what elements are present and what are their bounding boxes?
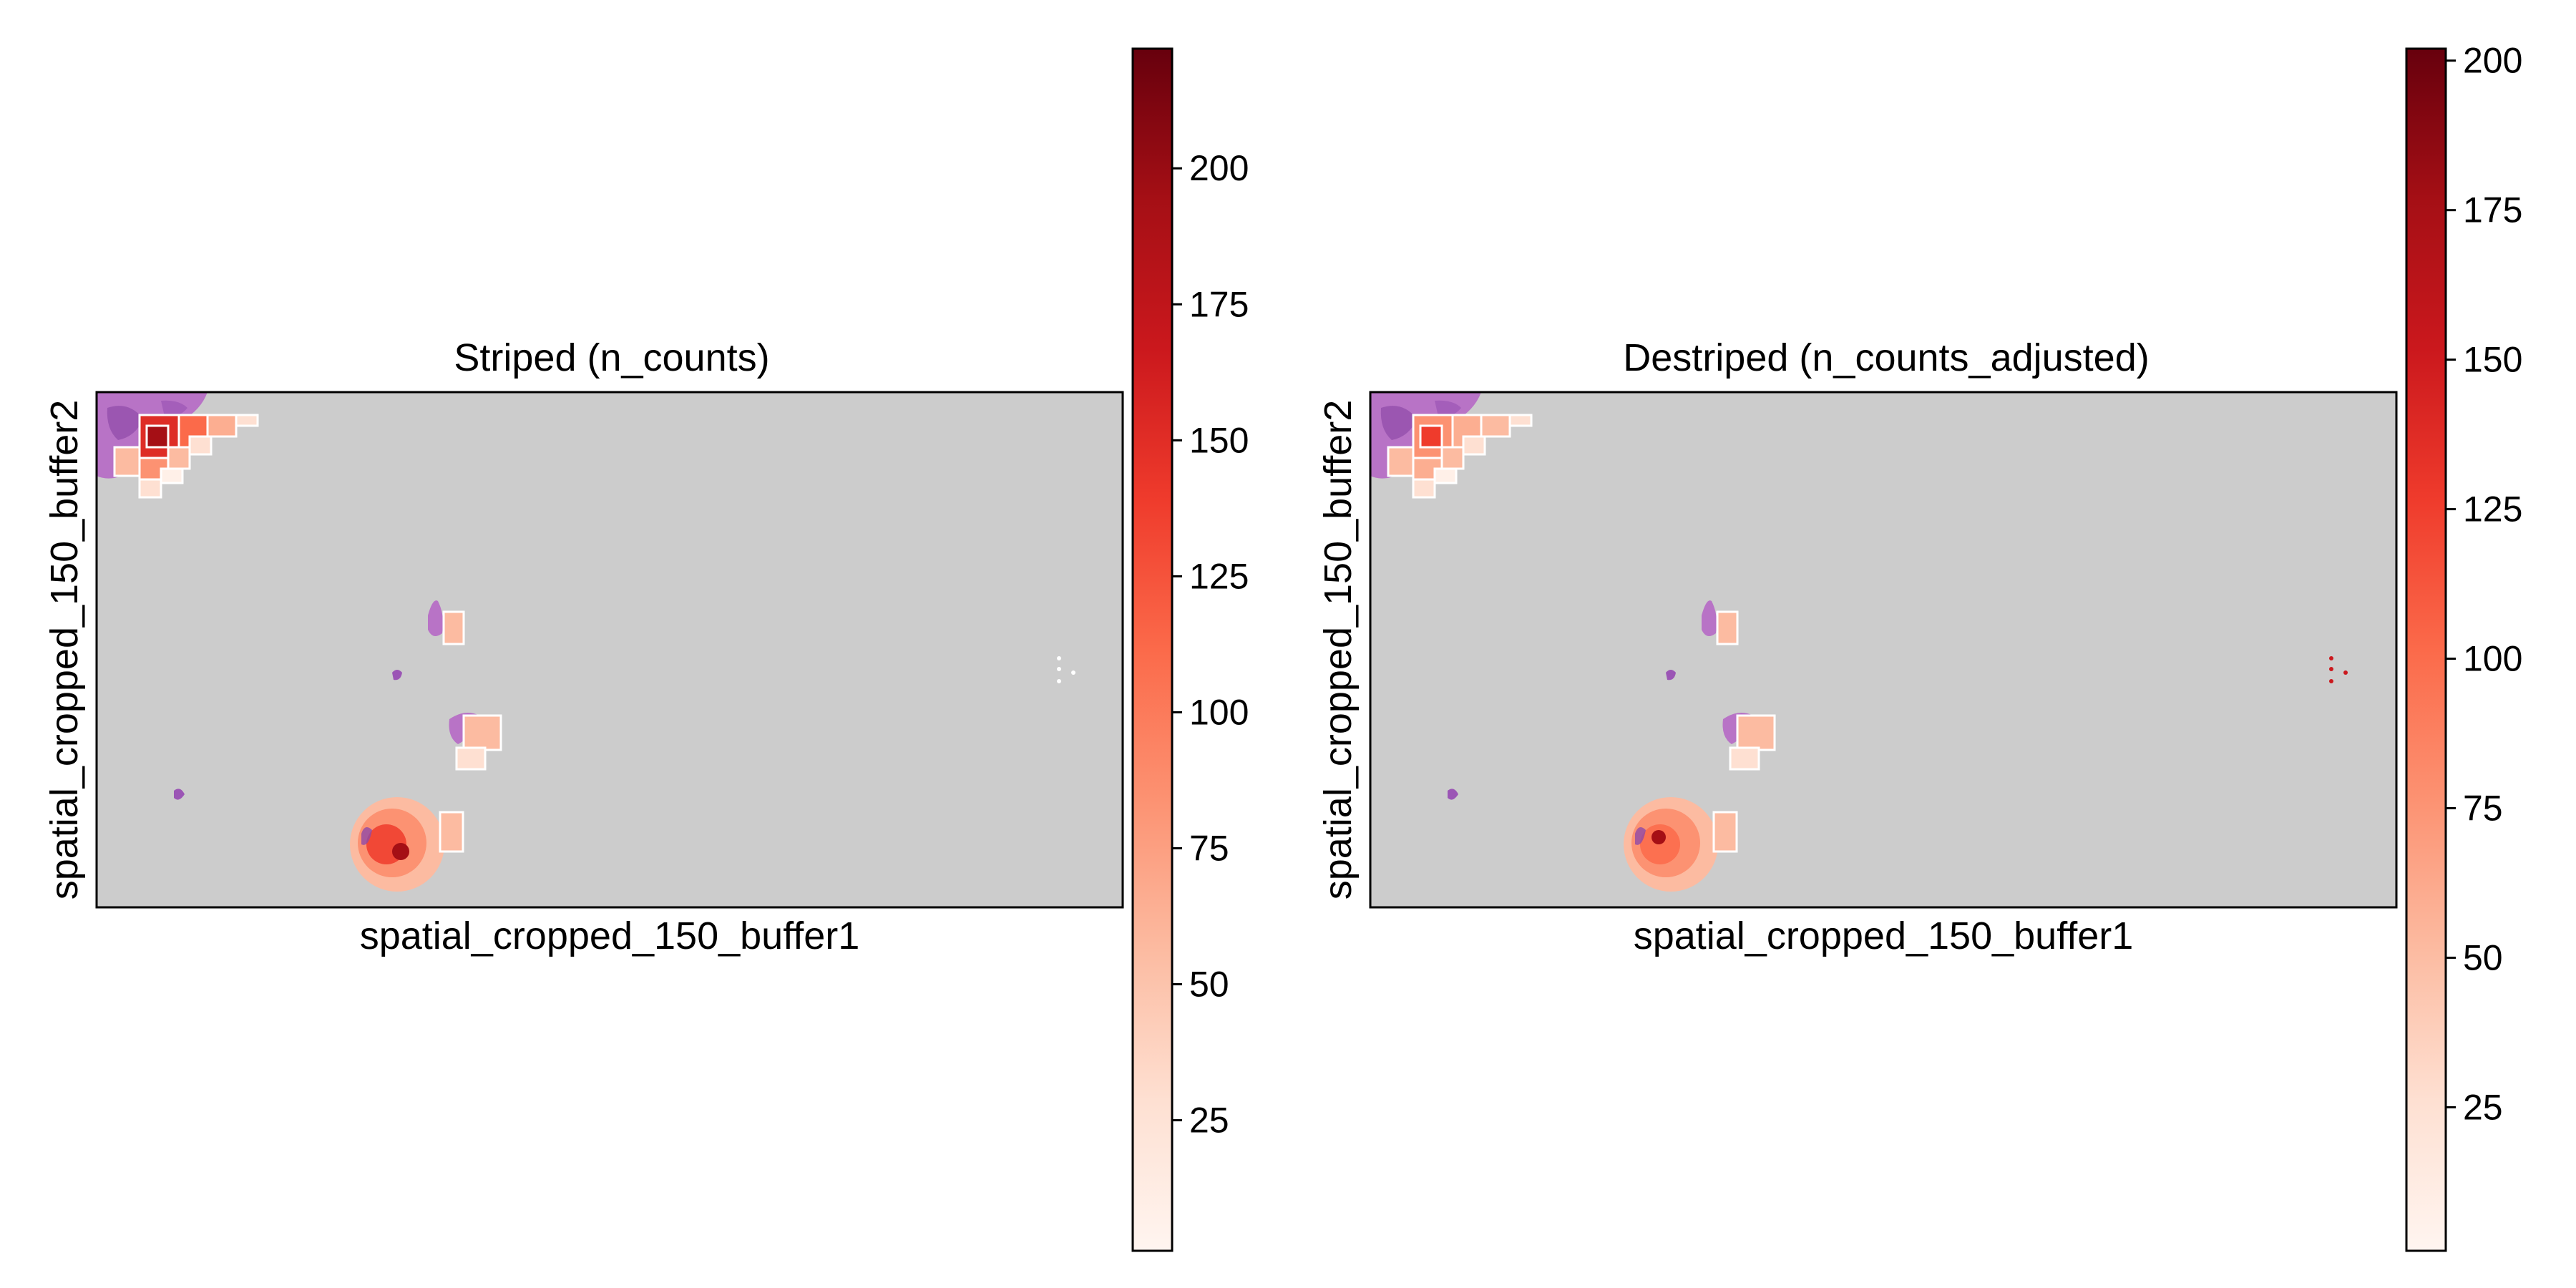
chart-title: Destriped (n_counts_adjusted) (1623, 336, 2149, 379)
colorbar-tick-label: 50 (1189, 965, 1229, 1005)
colorbar-gradient (1131, 47, 1174, 1252)
panel-destriped: Destriped (n_counts_adjusted) (1317, 41, 2522, 1252)
x-axis-label: spatial_cropped_150_buffer1 (1634, 914, 2134, 957)
colorbar-tick-label: 150 (1189, 420, 1249, 460)
colorbar-tick-label: 75 (1189, 828, 1229, 868)
plot-frame (1369, 391, 2398, 909)
spot-cluster-top-left (113, 414, 259, 499)
colorbar-tick-label: 175 (1189, 284, 1249, 324)
x-axis-label: spatial_cropped_150_buffer1 (360, 914, 860, 957)
tissue-background (1370, 392, 2396, 907)
colorbar-tick-label: 150 (2463, 340, 2522, 380)
spot-cluster-right (1057, 656, 1075, 683)
spot-cluster-right (2329, 656, 2348, 683)
colorbar-ticks: 25 50 75 100 125 150 175 200 (1172, 148, 1249, 1141)
colorbar-gradient (2405, 47, 2447, 1252)
spot-cluster-bottom (350, 797, 464, 892)
colorbar-tick-label: 25 (1189, 1101, 1229, 1141)
colorbar-tick-label: 200 (2463, 41, 2522, 81)
y-axis-label: spatial_cropped_150_buffer2 (43, 400, 86, 900)
plot-area (95, 391, 1124, 909)
spot-cluster-middle (174, 600, 502, 800)
colorbar-tick-label: 50 (2463, 937, 2503, 977)
colorbar-tick-label: 25 (2463, 1087, 2503, 1127)
colorbar-tick-label: 100 (1189, 692, 1249, 732)
colorbar-tick-label: 75 (2463, 788, 2503, 828)
colorbar: 25 50 75 100 125 150 175 200 (1131, 47, 1249, 1252)
spot-cluster-bottom (1624, 797, 1738, 892)
colorbar-tick-label: 175 (2463, 190, 2522, 230)
spot-cluster-top-left (1387, 414, 1533, 499)
colorbar-tick-label: 125 (2463, 489, 2522, 530)
colorbar: 25 50 75 100 125 150 175 200 (2405, 41, 2522, 1252)
plot-frame (95, 391, 1124, 909)
colorbar-ticks: 25 50 75 100 125 150 175 200 (2446, 41, 2522, 1127)
colorbar-tick-label: 100 (2463, 639, 2522, 679)
tissue-background (97, 392, 1123, 907)
colorbar-tick-label: 125 (1189, 556, 1249, 596)
spot-cluster-middle (1448, 600, 1776, 800)
plot-area (1369, 391, 2398, 909)
y-axis-label: spatial_cropped_150_buffer2 (1317, 400, 1360, 900)
chart-title: Striped (n_counts) (454, 336, 769, 379)
panel-striped: Striped (n_counts) (43, 47, 1249, 1252)
colorbar-tick-label: 200 (1189, 148, 1249, 188)
